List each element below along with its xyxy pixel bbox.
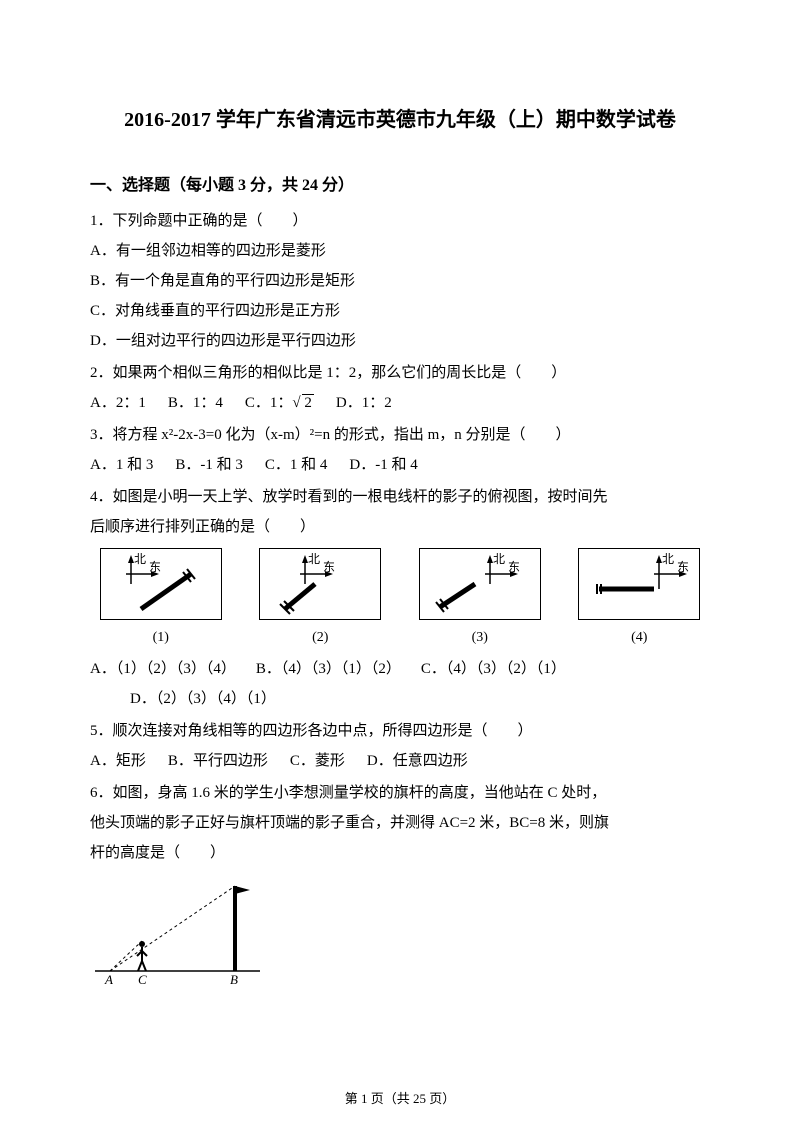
q3-option-c: C．1 和 4 [265,450,328,480]
q4-figure-2: 北 东 (2) [250,548,392,652]
q2-option-d: D．1：2 [336,388,392,418]
q5-stem: 5．顺次连接对角线相等的四边形各边中点，所得四边形是（ ） [90,716,710,746]
q4-label-2: (2) [250,624,392,652]
q2-c-prefix: C．1： [245,395,293,411]
q3-option-b: B．-1 和 3 [175,450,243,480]
q6-figure: A C B [90,876,710,997]
exam-page: 2016-2017 学年广东省清远市英德市九年级（上）期中数学试卷 一、选择题（… [0,0,800,1132]
q2-option-c: C．1： 2 [245,388,314,418]
q5-option-a: A．矩形 [90,746,146,776]
q1-option-c: C．对角线垂直的平行四边形是正方形 [90,296,710,326]
q1-option-a: A．有一组邻边相等的四边形是菱形 [90,236,710,266]
svg-text:北: 北 [308,552,320,566]
q4-label-3: (3) [409,624,551,652]
q2-option-a: A．2：1 [90,388,146,418]
shadow-diagram-icon: 北 东 [419,548,541,620]
q4-figure-3: 北 东 (3) [409,548,551,652]
svg-text:C: C [138,972,147,986]
q4-figure-1: 北 东 (1) [90,548,232,652]
q1-stem: 1．下列命题中正确的是（ ） [90,206,710,236]
q4-stem-line1: 4．如图是小明一天上学、放学时看到的一根电线杆的影子的俯视图，按时间先 [90,482,710,512]
question-5: 5．顺次连接对角线相等的四边形各边中点，所得四边形是（ ） A．矩形 B．平行四… [90,716,710,776]
question-1: 1．下列命题中正确的是（ ） A．有一组邻边相等的四边形是菱形 B．有一个角是直… [90,206,710,356]
q6-stem-line1: 6．如图，身高 1.6 米的学生小李想测量学校的旗杆的高度，当他站在 C 处时， [90,778,710,808]
svg-text:北: 北 [662,552,674,566]
svg-text:东: 东 [677,560,689,574]
q3-stem: 3．将方程 x²-2x-3=0 化为（x-m）²=n 的形式，指出 m，n 分别… [90,420,710,450]
shadow-diagram-icon: 北 东 [578,548,700,620]
svg-text:B: B [230,972,238,986]
q5-option-c: C．菱形 [290,746,345,776]
shadow-diagram-icon: 北 东 [259,548,381,620]
q4-stem-line2: 后顺序进行排列正确的是（ ） [90,512,710,542]
q3-options: A．1 和 3 B．-1 和 3 C．1 和 4 D．-1 和 4 [90,450,710,480]
q4-label-4: (4) [569,624,711,652]
q4-figures: 北 东 (1) 北 东 [90,548,710,652]
q3-option-a: A．1 和 3 [90,450,153,480]
question-3: 3．将方程 x²-2x-3=0 化为（x-m）²=n 的形式，指出 m，n 分别… [90,420,710,480]
q5-options: A．矩形 B．平行四边形 C．菱形 D．任意四边形 [90,746,710,776]
q4-figure-4: 北 东 (4) [569,548,711,652]
sqrt-icon: 2 [292,388,314,418]
flagpole-diagram-icon: A C B [90,876,270,986]
q2-stem: 2．如果两个相似三角形的相似比是 1：2，那么它们的周长比是（ ） [90,358,710,388]
q6-stem-line3: 杆的高度是（ ） [90,838,710,868]
q4-option-d: D．（2）（3）（4）（1） [90,684,710,714]
q4-option-b: B．（4）（3）（1）（2） [256,654,401,684]
q4-options: A．（1）（2）（3）（4） B．（4）（3）（1）（2） C．（4）（3）（2… [90,654,710,684]
question-4: 4．如图是小明一天上学、放学时看到的一根电线杆的影子的俯视图，按时间先 后顺序进… [90,482,710,714]
question-6: 6．如图，身高 1.6 米的学生小李想测量学校的旗杆的高度，当他站在 C 处时，… [90,778,710,997]
svg-text:A: A [104,972,113,986]
q3-option-d: D．-1 和 4 [349,450,417,480]
section-1-heading: 一、选择题（每小题 3 分，共 24 分） [90,170,710,202]
q5-option-d: D．任意四边形 [367,746,468,776]
shadow-diagram-icon: 北 东 [100,548,222,620]
q4-label-1: (1) [90,624,232,652]
svg-text:东: 东 [508,560,520,574]
q5-option-b: B．平行四边形 [168,746,268,776]
question-2: 2．如果两个相似三角形的相似比是 1：2，那么它们的周长比是（ ） A．2：1 … [90,358,710,418]
q6-stem-line2: 他头顶端的影子正好与旗杆顶端的影子重合，并测得 AC=2 米，BC=8 米，则旗 [90,808,710,838]
page-footer: 第 1 页（共 25 页） [0,1086,800,1112]
q2-c-radicand: 2 [302,394,314,411]
q4-option-a: A．（1）（2）（3）（4） [90,654,236,684]
q2-options: A．2：1 B．1：4 C．1： 2 D．1：2 [90,388,710,418]
q1-option-d: D．一组对边平行的四边形是平行四边形 [90,326,710,356]
svg-text:北: 北 [134,552,146,566]
svg-text:北: 北 [493,552,505,566]
page-title: 2016-2017 学年广东省清远市英德市九年级（上）期中数学试卷 [90,100,710,140]
q2-option-b: B．1：4 [168,388,223,418]
q1-option-b: B．有一个角是直角的平行四边形是矩形 [90,266,710,296]
svg-text:东: 东 [149,560,161,574]
svg-text:东: 东 [323,560,335,574]
q4-option-c: C．（4）（3）（2）（1） [421,654,566,684]
